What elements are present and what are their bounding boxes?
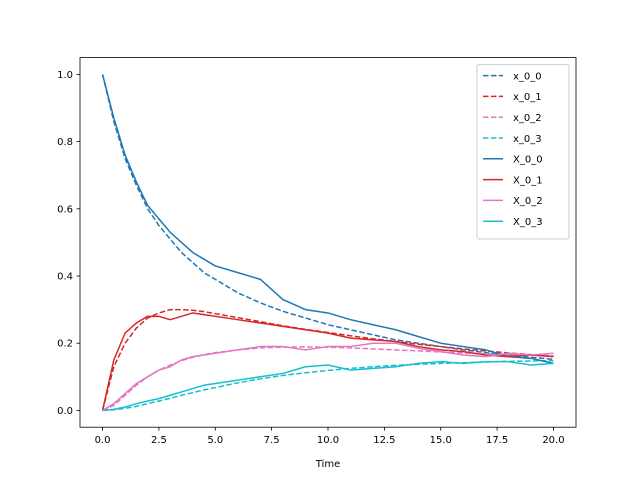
x-axis: 0.0 2.5 5.0 7.5 10.0 12.5 15.0 17.5 20.0: [95, 427, 565, 446]
series-line-x-0-3: [102, 359, 554, 412]
legend-box: [476, 64, 570, 240]
legend-label-x-0-1: X_0_1: [513, 175, 543, 186]
x-tick-label: 0.0: [95, 435, 111, 446]
x-tick-label: 7.5: [264, 435, 280, 446]
series-line-x-0-1: [101, 312, 554, 411]
y-tick-label: 0.2: [57, 339, 73, 350]
series-line-x-0-3: [102, 360, 554, 412]
y-tick-label: 0.4: [57, 272, 73, 283]
legend-label-x-0-0: X_0_0: [513, 155, 543, 166]
series-line-x-0-2: [102, 342, 554, 412]
x-axis-label: Time: [315, 459, 340, 470]
y-axis: 0.0 0.2 0.4 0.6 0.8 1.0: [57, 70, 80, 417]
y-tick-label: 0.6: [57, 204, 73, 215]
legend-label-x-0-1: x_0_1: [513, 92, 542, 103]
y-tick-label: 0.8: [57, 137, 73, 148]
series-line-x-0-0: [101, 74, 554, 365]
x-tick-label: 5.0: [207, 435, 223, 446]
legend-label-x-0-3: x_0_3: [513, 134, 542, 145]
x-tick-label: 17.5: [486, 435, 508, 446]
x-tick-label: 10.0: [317, 435, 339, 446]
plot-lines: [101, 74, 554, 412]
legend: x_0_0 x_0_1 x_0_2 x_0_3 X_0_0 X_0_1 X_0_2 X_0_3: [476, 64, 570, 240]
x-tick-label: 12.5: [373, 435, 395, 446]
x-tick-label: 15.0: [430, 435, 452, 446]
series-line-x-0-1: [101, 308, 554, 411]
legend-label-x-0-3: X_0_3: [513, 217, 543, 228]
x-tick-label: 2.5: [151, 435, 167, 446]
legend-label-x-0-2: x_0_2: [513, 113, 542, 124]
legend-label-x-0-2: X_0_2: [513, 196, 543, 207]
y-tick-label: 0.0: [57, 406, 73, 417]
series-line-x-0-0: [101, 74, 554, 361]
y-tick-label: 1.0: [57, 70, 73, 81]
x-tick-label: 20.0: [542, 435, 564, 446]
legend-label-x-0-0: x_0_0: [513, 71, 542, 82]
